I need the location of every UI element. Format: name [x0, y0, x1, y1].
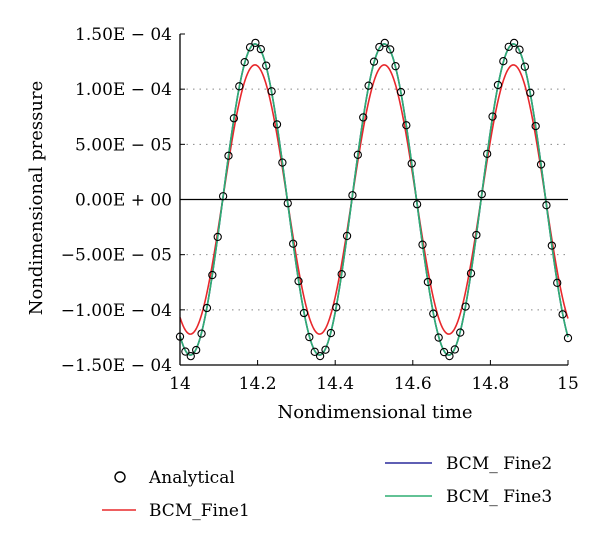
analytical-point: [224, 151, 233, 160]
y-axis-title: Nondimensional pressure: [26, 81, 47, 316]
y-tick-label: −1.00E − 04: [61, 301, 172, 321]
series-bcm-fine3: [179, 43, 569, 356]
analytical-point: [208, 270, 217, 280]
analytical-point: [407, 159, 416, 168]
analytical-point: [418, 240, 427, 249]
analytical-point: [488, 112, 497, 121]
analytical-point: [439, 347, 449, 357]
analytical-point: [337, 270, 346, 279]
analytical-point: [181, 347, 190, 356]
analytical-point: [509, 38, 519, 48]
analytical-point: [267, 87, 276, 96]
analytical-point: [299, 308, 309, 318]
y-tick-label: 0.00E + 00: [75, 191, 172, 211]
analytical-point: [197, 329, 206, 338]
series-bcm-fine1: [179, 64, 569, 335]
analytical-point: [235, 82, 244, 91]
analytical-point: [456, 328, 465, 337]
analytical-point: [483, 149, 492, 159]
analytical-point: [342, 231, 352, 241]
analytical-point: [310, 347, 319, 356]
analytical-point: [412, 200, 422, 209]
x-tick-label: 15: [557, 374, 579, 394]
x-tick-label: 14.8: [471, 374, 509, 394]
analytical-point: [229, 114, 239, 123]
analytical-point: [547, 241, 556, 250]
x-tick-label: 14.6: [394, 374, 432, 394]
analytical-point: [353, 150, 362, 159]
x-axis-title: Nondimensional time: [277, 402, 472, 423]
analytical-point: [402, 121, 411, 130]
axes: [179, 33, 569, 366]
analytical-point: [542, 201, 551, 210]
analytical-point: [202, 303, 212, 313]
analytical-point: [375, 42, 384, 52]
analytical-point: [213, 232, 222, 242]
x-tick-label: 14.2: [239, 374, 277, 394]
analytical-point: [359, 113, 368, 122]
analytical-point: [472, 230, 481, 240]
analytical-point: [493, 80, 503, 90]
x-tick-label: 14: [169, 374, 191, 394]
analytical-point: [434, 333, 443, 342]
analytical-point: [499, 57, 508, 66]
analytical-point: [461, 302, 470, 311]
analytical-point: [380, 38, 389, 48]
legend-label-bcm-fine1: BCM_Fine1: [149, 501, 250, 521]
analytical-point: [332, 303, 341, 312]
analytical-point: [563, 333, 573, 343]
analytical-point: [245, 43, 255, 52]
legend-marker-analytical: [114, 471, 126, 483]
analytical-point: [450, 345, 459, 354]
y-tick-label: 1.00E − 04: [75, 80, 172, 100]
analytical-point: [294, 277, 303, 286]
analytical-point: [256, 44, 265, 54]
analytical-point: [526, 88, 535, 97]
y-tick-label: 5.00E − 05: [75, 135, 172, 155]
analytical-point: [348, 191, 357, 200]
analytical-point: [531, 121, 540, 131]
analytical-point: [251, 38, 260, 48]
analytical-point: [364, 81, 373, 90]
analytical-point: [429, 309, 438, 318]
analytical-point: [278, 158, 287, 167]
analytical-point: [186, 351, 195, 361]
analytical-point: [326, 328, 336, 338]
analytical-point: [240, 57, 249, 67]
analytical-point: [262, 61, 271, 70]
legend: Analytical BCM_Fine1 BCM_ Fine2 BCM_ Fin…: [102, 454, 552, 521]
analytical-point: [321, 345, 330, 354]
analytical-point: [289, 239, 298, 248]
analytical-point: [386, 45, 395, 54]
series-line: [179, 43, 569, 356]
analytical-point: [305, 332, 314, 342]
series-analytical: [175, 38, 573, 361]
legend-label-bcm-fine3: BCM_ Fine3: [446, 487, 552, 507]
analytical-point: [515, 45, 524, 54]
y-tick-label: −5.00E − 05: [61, 246, 172, 266]
series-line: [179, 64, 569, 335]
analytical-point: [466, 269, 476, 278]
analytical-point: [536, 160, 546, 169]
analytical-point: [504, 42, 513, 51]
x-tick-label: 14.4: [316, 374, 354, 394]
analytical-point: [369, 57, 379, 66]
analytical-point: [558, 310, 567, 319]
legend-label-analytical: Analytical: [148, 468, 235, 488]
analytical-point: [315, 351, 325, 361]
analytical-point: [520, 62, 530, 71]
analytical-point: [477, 190, 486, 199]
y-tick-label: 1.50E − 04: [75, 25, 172, 45]
legend-label-bcm-fine2: BCM_ Fine2: [446, 454, 552, 474]
analytical-point: [423, 277, 433, 287]
analytical-point: [272, 120, 282, 129]
analytical-point: [391, 62, 400, 71]
analytical-point: [445, 351, 454, 361]
analytical-point: [553, 278, 562, 287]
tick-labels: 14 14.2 14.4 14.6 14.8 15 1.50E − 04 1.00E − 04…: [61, 25, 579, 394]
analytical-point: [192, 345, 201, 355]
analytical-point: [396, 87, 406, 97]
y-tick-label: −1.50E − 04: [61, 356, 172, 376]
